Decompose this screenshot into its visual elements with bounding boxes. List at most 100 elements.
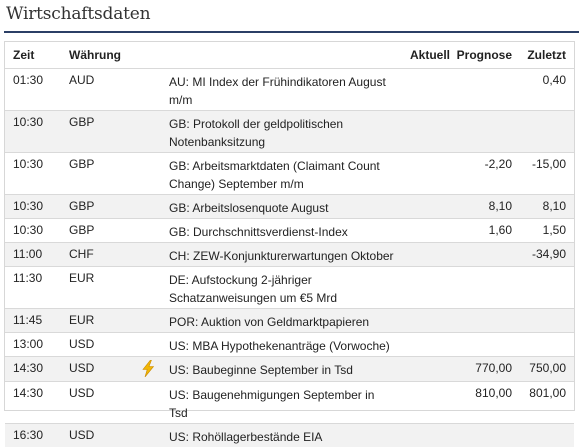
- row-zuletzt: 0,40: [512, 69, 574, 111]
- row-aktuell: [396, 153, 450, 195]
- row-aktuell: [396, 69, 450, 111]
- row-icon-cell: [134, 309, 169, 333]
- row-description[interactable]: US: Baubeginne September in Tsd: [169, 357, 396, 382]
- row-currency: USD: [69, 424, 134, 447]
- row-currency: GBP: [69, 111, 134, 153]
- row-prognose: 810,00: [450, 382, 512, 424]
- row-time: 16:30: [5, 424, 69, 447]
- row-description[interactable]: POR: Auktion von Geldmarktpapieren: [169, 309, 396, 333]
- header-zeit[interactable]: Zeit: [5, 42, 69, 69]
- row-zuletzt: -34,90: [512, 243, 574, 267]
- page-title: Wirtschaftsdaten: [6, 4, 150, 24]
- row-prognose: [450, 243, 512, 267]
- row-zuletzt: [512, 424, 574, 447]
- row-aktuell: [396, 309, 450, 333]
- row-time: 11:30: [5, 267, 69, 309]
- row-icon-cell: [134, 219, 169, 243]
- row-prognose: -2,20: [450, 153, 512, 195]
- row-currency: GBP: [69, 153, 134, 195]
- row-time: 14:30: [5, 382, 69, 424]
- row-icon-cell: [134, 382, 169, 424]
- row-zuletzt: [512, 111, 574, 153]
- row-icon-cell: [134, 69, 169, 111]
- row-description[interactable]: CH: ZEW-Konjunkturerwartungen Oktober: [169, 243, 396, 267]
- row-time: 14:30: [5, 357, 69, 382]
- row-prognose: 8,10: [450, 195, 512, 219]
- row-zuletzt: -15,00: [512, 153, 574, 195]
- row-description[interactable]: GB: Durchschnittsverdienst-Index: [169, 219, 396, 243]
- row-description[interactable]: GB: Protokoll der geldpolitischen Notenb…: [169, 111, 396, 153]
- row-icon-cell: [134, 333, 169, 357]
- row-description[interactable]: US: Rohöllagerbestände EIA: [169, 424, 396, 447]
- row-description[interactable]: GB: Arbeitslosenquote August: [169, 195, 396, 219]
- row-prognose: [450, 333, 512, 357]
- row-prognose: [450, 267, 512, 309]
- row-aktuell: [396, 267, 450, 309]
- row-zuletzt: [512, 333, 574, 357]
- header-aktuell[interactable]: Aktuell: [396, 42, 450, 69]
- row-zuletzt: 750,00: [512, 357, 574, 382]
- row-aktuell: [396, 357, 450, 382]
- row-currency: AUD: [69, 69, 134, 111]
- row-time: 13:00: [5, 333, 69, 357]
- row-currency: EUR: [69, 267, 134, 309]
- economic-calendar-panel: Zeit Währung Aktuell Prognose Zuletzt 01…: [4, 41, 575, 411]
- row-prognose: [450, 309, 512, 333]
- row-prognose: 1,60: [450, 219, 512, 243]
- row-aktuell: [396, 219, 450, 243]
- row-time: 10:30: [5, 195, 69, 219]
- row-currency: CHF: [69, 243, 134, 267]
- row-description[interactable]: US: MBA Hypothekenanträge (Vorwoche): [169, 333, 396, 357]
- row-prognose: 770,00: [450, 357, 512, 382]
- header-prognose[interactable]: Prognose: [450, 42, 512, 69]
- row-currency: USD: [69, 357, 134, 382]
- row-aktuell: [396, 195, 450, 219]
- row-time: 10:30: [5, 111, 69, 153]
- row-icon-cell: [134, 195, 169, 219]
- header-waehrung[interactable]: Währung: [69, 42, 134, 69]
- row-icon-cell: [134, 267, 169, 309]
- header-description: [169, 42, 396, 69]
- row-description[interactable]: US: Baugenehmigungen September in Tsd: [169, 382, 396, 424]
- row-time: 10:30: [5, 153, 69, 195]
- title-divider: [4, 31, 579, 33]
- row-icon-cell: [134, 357, 169, 382]
- row-description[interactable]: GB: Arbeitsmarktdaten (Claimant Count Ch…: [169, 153, 396, 195]
- row-aktuell: [396, 111, 450, 153]
- row-currency: USD: [69, 333, 134, 357]
- row-description[interactable]: DE: Aufstockung 2-jähriger Schatzanweisu…: [169, 267, 396, 309]
- row-aktuell: [396, 424, 450, 447]
- row-icon-cell: [134, 153, 169, 195]
- row-zuletzt: 801,00: [512, 382, 574, 424]
- row-currency: EUR: [69, 309, 134, 333]
- row-zuletzt: [512, 309, 574, 333]
- row-prognose: [450, 424, 512, 447]
- row-currency: USD: [69, 382, 134, 424]
- row-zuletzt: 1,50: [512, 219, 574, 243]
- row-time: 11:00: [5, 243, 69, 267]
- row-time: 10:30: [5, 219, 69, 243]
- row-zuletzt: [512, 267, 574, 309]
- row-prognose: [450, 69, 512, 111]
- row-time: 11:45: [5, 309, 69, 333]
- row-time: 01:30: [5, 69, 69, 111]
- row-icon-cell: [134, 111, 169, 153]
- row-description[interactable]: AU: MI Index der Frühindikatoren August …: [169, 69, 396, 111]
- header-zuletzt[interactable]: Zuletzt: [512, 42, 574, 69]
- row-aktuell: [396, 243, 450, 267]
- table-header-row: Zeit Währung Aktuell Prognose Zuletzt: [5, 42, 574, 69]
- row-prognose: [450, 111, 512, 153]
- header-icon: [134, 42, 169, 69]
